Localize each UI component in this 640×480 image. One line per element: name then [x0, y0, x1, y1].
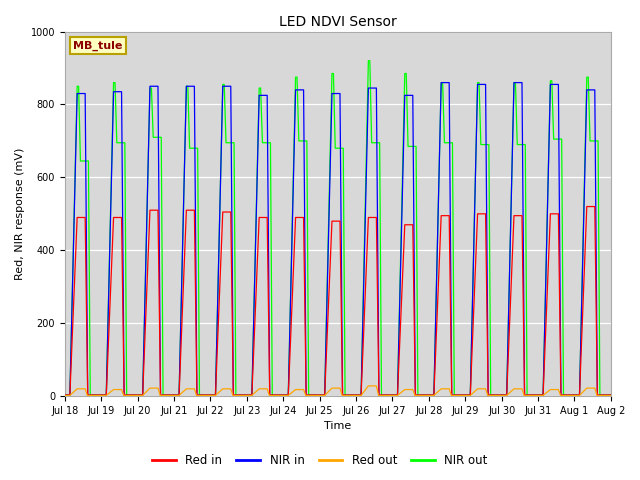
- Legend: Red in, NIR in, Red out, NIR out: Red in, NIR in, Red out, NIR out: [148, 449, 492, 472]
- Title: LED NDVI Sensor: LED NDVI Sensor: [279, 15, 397, 29]
- Y-axis label: Red, NIR response (mV): Red, NIR response (mV): [15, 148, 25, 280]
- X-axis label: Time: Time: [324, 421, 351, 432]
- Text: MB_tule: MB_tule: [73, 41, 122, 51]
